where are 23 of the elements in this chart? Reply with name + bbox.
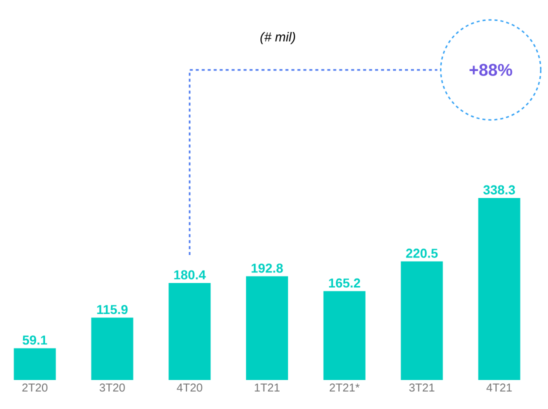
bar <box>400 261 443 380</box>
data-label: 59.1 <box>22 336 48 345</box>
x-tick-label: 4T20 <box>176 384 202 392</box>
text: +88% <box>470 64 512 76</box>
x-tick-label: 4T21 <box>486 384 512 392</box>
x-tick-label: 2T21* <box>330 384 360 392</box>
bar <box>14 348 56 380</box>
x-tick-label: 3T21 <box>409 384 434 392</box>
bar <box>246 276 288 380</box>
bar <box>478 198 520 380</box>
data-label: 192.8 <box>252 264 283 273</box>
data-label: 115.9 <box>97 304 128 314</box>
data-label: 338.3 <box>483 185 515 194</box>
x-tick-label: 3T20 <box>100 384 125 392</box>
data-label: 165.2 <box>329 278 360 288</box>
text: (# mil) <box>260 32 296 44</box>
x-tick-label: 2T20 <box>22 384 48 392</box>
bar <box>168 282 211 380</box>
x-tick-label: 1T21 <box>254 384 280 392</box>
data-label: 180.4 <box>174 270 206 280</box>
data-label: 220.5 <box>406 248 438 258</box>
bar <box>323 291 366 380</box>
bar <box>91 318 134 380</box>
